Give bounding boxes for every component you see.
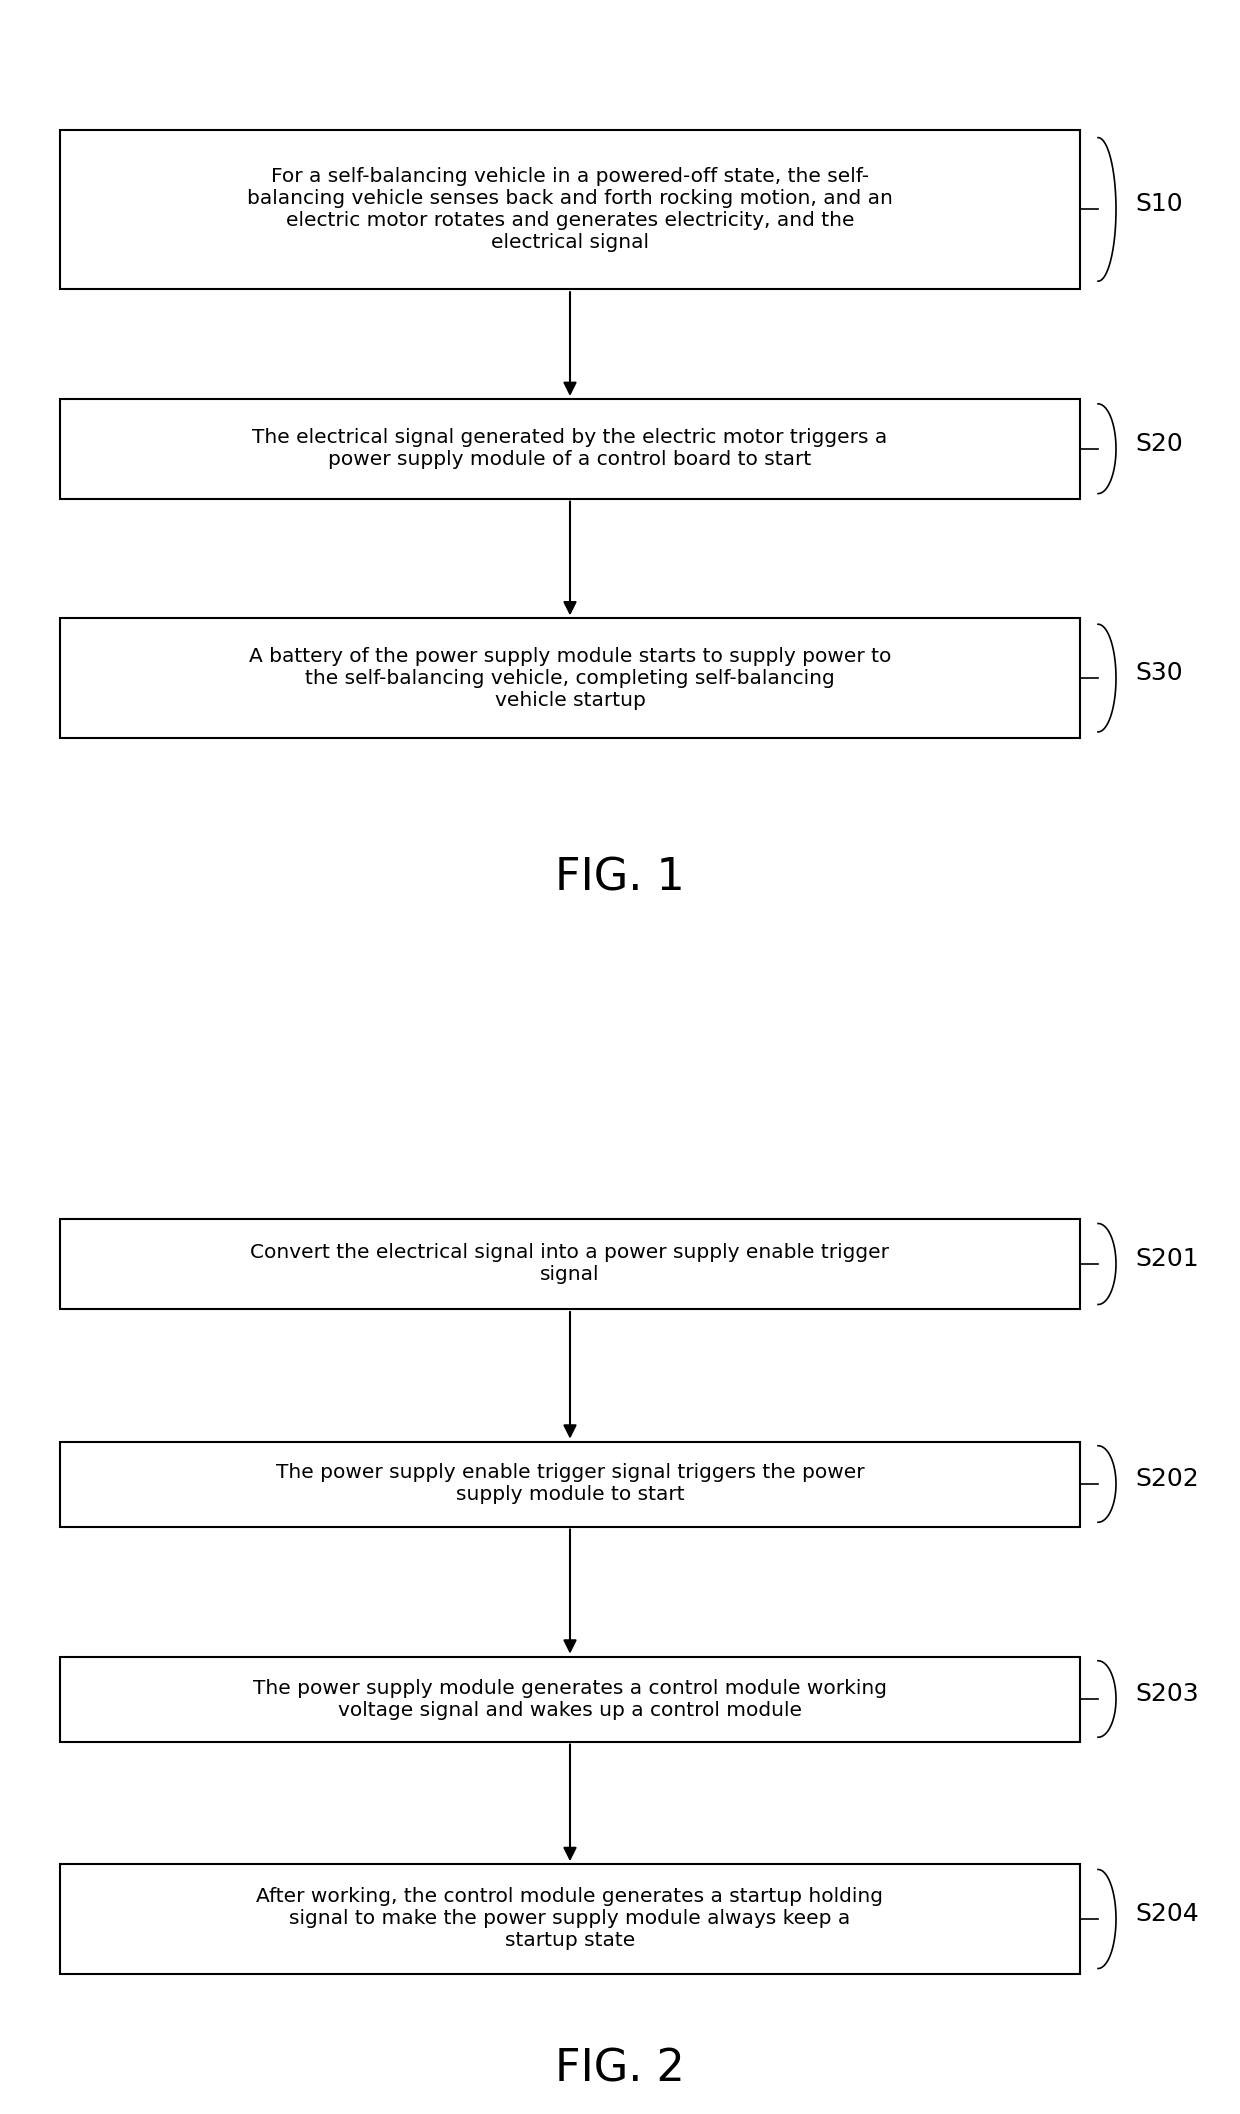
Text: Convert the electrical signal into a power supply enable trigger
signal: Convert the electrical signal into a pow… — [250, 1243, 889, 1285]
FancyBboxPatch shape — [60, 1442, 1080, 1526]
FancyBboxPatch shape — [60, 1657, 1080, 1742]
Text: The power supply enable trigger signal triggers the power
supply module to start: The power supply enable trigger signal t… — [275, 1463, 864, 1505]
Text: S204: S204 — [1135, 1903, 1199, 1926]
Text: The electrical signal generated by the electric motor triggers a
power supply mo: The electrical signal generated by the e… — [253, 429, 888, 469]
Text: S203: S203 — [1135, 1683, 1199, 1706]
Text: S10: S10 — [1135, 192, 1183, 216]
FancyBboxPatch shape — [60, 1865, 1080, 1974]
FancyBboxPatch shape — [60, 400, 1080, 499]
Text: S202: S202 — [1135, 1467, 1199, 1490]
Text: S30: S30 — [1135, 662, 1183, 685]
Text: FIG. 1: FIG. 1 — [556, 856, 684, 898]
Text: S201: S201 — [1135, 1247, 1199, 1271]
Text: After working, the control module generates a startup holding
signal to make the: After working, the control module genera… — [257, 1888, 883, 1951]
Text: FIG. 2: FIG. 2 — [556, 2048, 684, 2091]
Text: The power supply module generates a control module working
voltage signal and wa: The power supply module generates a cont… — [253, 1679, 887, 1719]
FancyBboxPatch shape — [60, 129, 1080, 290]
Text: For a self-balancing vehicle in a powered-off state, the self-
balancing vehicle: For a self-balancing vehicle in a powere… — [247, 167, 893, 252]
FancyBboxPatch shape — [60, 617, 1080, 738]
Text: S20: S20 — [1135, 431, 1183, 457]
Text: A battery of the power supply module starts to supply power to
the self-balancin: A battery of the power supply module sta… — [249, 647, 892, 710]
FancyBboxPatch shape — [60, 1220, 1080, 1309]
